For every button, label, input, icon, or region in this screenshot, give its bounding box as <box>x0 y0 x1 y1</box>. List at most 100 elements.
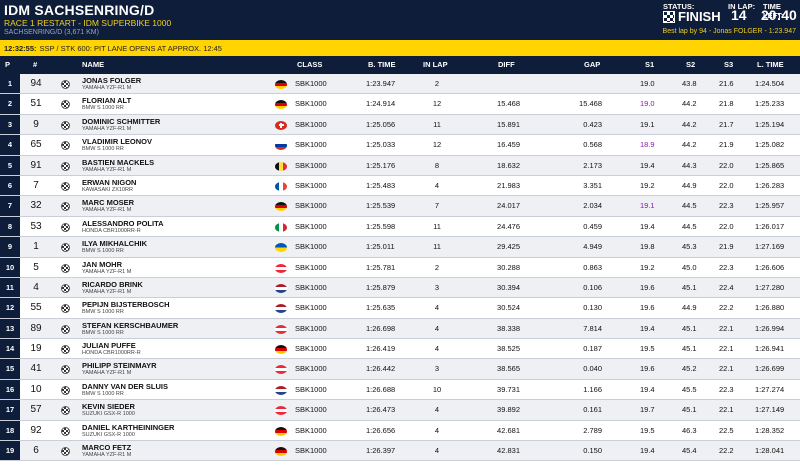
sector1-cell: 19.1 <box>640 201 655 211</box>
diff-cell: 38.338 <box>497 323 520 333</box>
last-time-cell: 1:28.352 <box>755 425 785 435</box>
col-name[interactable]: NAME <box>82 60 105 69</box>
last-time-cell: 1:26.941 <box>755 344 785 354</box>
table-row[interactable]: 14 19 JULIAN PUFFE HONDA CBR1000RR-R SBK1000… <box>0 339 800 360</box>
rider-name: BASTIEN MACKELS <box>82 157 155 167</box>
table-row[interactable]: 9 1 ILYA MIKHALCHIK BMW S 1000 RR SBK1000 1:2… <box>0 237 800 258</box>
col-last-time[interactable]: L. TIME <box>757 60 784 69</box>
table-row[interactable]: 17 57 KEVIN SIEDER SUZUKI GSX-R 1000 SBK1000… <box>0 400 800 421</box>
col-in-lap[interactable]: IN LAP <box>423 60 448 69</box>
gap-cell: 0.459 <box>583 221 602 231</box>
col-number[interactable]: # <box>33 60 38 69</box>
event-title: IDM SACHSENRING/D <box>4 2 155 18</box>
bike-model: BMW S 1000 RR <box>82 248 124 255</box>
table-row[interactable]: 18 92 DANIEL KARTHEININGER SUZUKI GSX-R 100… <box>0 420 800 442</box>
col-s2[interactable]: S2 <box>686 60 696 69</box>
position-cell: 3 <box>0 114 20 135</box>
gap-cell: 3.351 <box>583 180 602 190</box>
last-time-cell: 1:26.606 <box>755 262 785 272</box>
sector3-cell: 22.1 <box>719 323 734 333</box>
timeleft-value: 20:40 <box>761 7 797 23</box>
best-time-cell: 1:25.781 <box>366 262 396 272</box>
col-gap[interactable]: GAP <box>584 60 601 69</box>
sector2-cell: 45.3 <box>682 242 697 252</box>
table-row[interactable]: 1 94 JONAS FOLGER YAMAHA YZF-R1 M SBK1000 1:2… <box>0 74 800 95</box>
diff-cell: 30.394 <box>497 282 520 292</box>
col-class[interactable]: CLASS <box>297 60 323 69</box>
rider-name: STEFAN KERSCHBAUMER <box>82 320 179 330</box>
checkered-flag-icon <box>663 10 675 23</box>
last-time-cell: 1:27.280 <box>755 282 785 292</box>
country-flag-icon <box>275 120 287 130</box>
diff-cell: 38.565 <box>497 364 520 374</box>
table-row[interactable]: 7 32 MARC MOSER YAMAHA YZF-R1 M SBK1000 1:25.… <box>0 196 800 217</box>
sector3-cell: 22.1 <box>719 405 734 415</box>
table-row[interactable]: 10 5 JAN MOHR YAMAHA YZF-R1 M SBK1000 1:25.78… <box>0 257 800 278</box>
helmet-icon <box>61 406 70 416</box>
table-row[interactable]: 15 41 PHILIPP STEINMAYR YAMAHA YZF-R1 M SBK1… <box>0 359 800 380</box>
best-time-cell: 1:26.419 <box>366 344 396 354</box>
rider-number: 55 <box>30 302 42 314</box>
col-diff[interactable]: DIFF <box>498 60 515 69</box>
gap-cell: 0.130 <box>583 303 602 313</box>
message-time: 12:32:55: <box>4 43 37 53</box>
gap-cell: 2.173 <box>583 160 602 170</box>
best-time-cell: 1:23.947 <box>366 79 396 88</box>
sector3-cell: 22.0 <box>719 180 734 190</box>
table-row[interactable]: 5 91 BASTIEN MACKELS YAMAHA YZF-R1 M SBK1000… <box>0 155 800 176</box>
track-name: SACHSENRING/D (3,671 KM) <box>4 29 99 36</box>
helmet-icon <box>61 263 70 273</box>
col-s1[interactable]: S1 <box>645 60 655 69</box>
class-cell: SBK1000 <box>295 384 327 394</box>
class-cell: SBK1000 <box>295 221 327 231</box>
col-position[interactable]: P <box>5 60 11 69</box>
table-row[interactable]: 8 53 ALESSANDRO POLITA HONDA CBR1000RR-R SBK… <box>0 216 800 238</box>
table-row[interactable]: 11 4 RICARDO BRINK YAMAHA YZF-R1 M SBK1000 1:… <box>0 277 800 299</box>
class-cell: SBK1000 <box>295 282 327 292</box>
table-header: P # NAME CLASS B. TIME IN LAP DIFF GAP S… <box>0 56 800 74</box>
country-flag-icon <box>275 324 287 334</box>
last-time-cell: 1:28.041 <box>755 446 785 456</box>
table-row[interactable]: 3 9 DOMINIC SCHMITTER YAMAHA YZF-R1 M SBK100… <box>0 114 800 136</box>
table-row[interactable]: 4 65 VLADIMIR LEONOV BMW S 1000 RR SBK1000 1:… <box>0 135 800 156</box>
sector2-cell: 44.9 <box>682 180 697 190</box>
class-cell: SBK1000 <box>295 140 327 150</box>
class-cell: SBK1000 <box>295 119 327 129</box>
last-time-cell: 1:24.504 <box>755 79 785 88</box>
rider-number: 89 <box>30 322 42 334</box>
position-cell: 19 <box>0 441 20 461</box>
table-row[interactable]: 19 6 MARCO FETZ YAMAHA YZF-R1 M SBK1000 1:26.… <box>0 441 800 462</box>
gap-cell: 7.814 <box>583 323 602 333</box>
sector2-cell: 44.2 <box>682 140 697 150</box>
gap-cell: 0.040 <box>583 364 602 374</box>
sector1-cell: 19.6 <box>640 364 655 374</box>
helmet-icon <box>61 324 70 334</box>
table-row[interactable]: 16 10 DANNY VAN DER SLUIS BMW S 1000 RR SBK1… <box>0 379 800 401</box>
table-row[interactable]: 2 51 FLORIAN ALT BMW S 1000 RR SBK1000 1:24.9… <box>0 94 800 115</box>
in-lap-cell: 2 <box>434 79 440 88</box>
best-time-cell: 1:26.442 <box>366 364 396 374</box>
bike-model: BMW S 1000 RR <box>82 105 124 112</box>
position-cell: 11 <box>0 277 20 298</box>
last-time-cell: 1:26.880 <box>755 303 785 313</box>
rider-name: JAN MOHR <box>82 259 123 269</box>
rider-name: ERWAN NIGON <box>82 177 137 187</box>
col-best-time[interactable]: B. TIME <box>368 60 396 69</box>
rider-number: 9 <box>33 118 39 130</box>
results-table: 1 94 JONAS FOLGER YAMAHA YZF-R1 M SBK1000 1:2… <box>0 74 800 462</box>
best-time-cell: 1:25.033 <box>366 140 396 150</box>
table-row[interactable]: 12 55 PEPIJN BIJSTERBOSCH BMW S 1000 RR SBK1… <box>0 298 800 319</box>
helmet-icon <box>61 181 70 191</box>
col-s3[interactable]: S3 <box>724 60 734 69</box>
class-cell: SBK1000 <box>295 201 327 211</box>
country-flag-icon <box>275 181 287 191</box>
message-bar: 12:32:55: SSP / STK 600: PIT LANE OPENS … <box>0 40 800 56</box>
position-cell: 2 <box>0 94 20 114</box>
helmet-icon <box>61 120 70 130</box>
class-cell: SBK1000 <box>295 323 327 333</box>
gap-cell: 0.568 <box>583 140 602 150</box>
table-row[interactable]: 13 89 STEFAN KERSCHBAUMER BMW S 1000 RR SBK1… <box>0 318 800 340</box>
table-row[interactable]: 6 7 ERWAN NIGON KAWASAKI ZX10RR SBK1000 1:25.… <box>0 175 800 197</box>
gap-cell: 15.468 <box>579 99 602 109</box>
country-flag-icon <box>275 426 287 436</box>
